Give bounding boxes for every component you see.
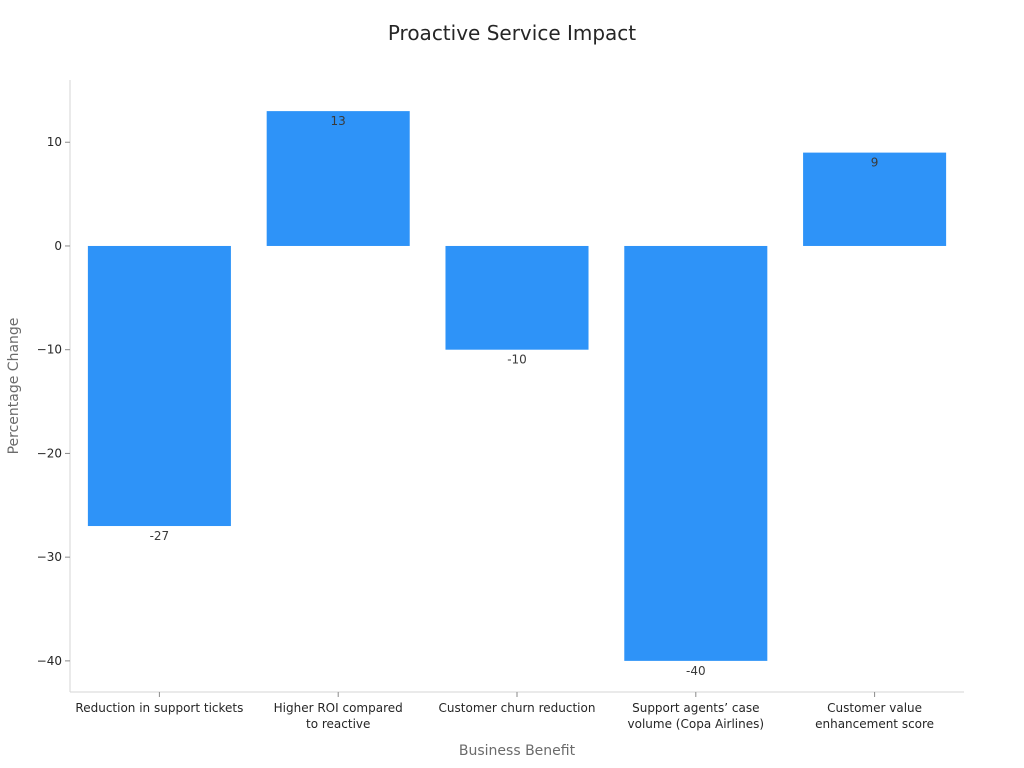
y-tick-label-6: −40 [37,654,62,668]
x-tick-label-line: to reactive [306,717,370,731]
x-tick-label-1: Reduction in support tickets [75,701,243,715]
x-tick-label-line: Higher ROI compared [274,701,403,715]
y-ticks-group: 10 0 −10 −20 −30 −40 [37,135,70,668]
y-axis-title: Percentage Change [6,318,22,455]
data-labels-group: -27 13 -10 -40 9 [150,114,879,678]
x-tick-label-3: Customer churn reduction [439,701,596,715]
bars-group [87,111,947,661]
x-tick-label-line: volume (Copa Airlines) [628,717,765,731]
data-label-4: -40 [686,664,706,678]
x-tick-label-line: Customer churn reduction [439,701,596,715]
chart-title: Proactive Service Impact [388,21,636,45]
bar-1 [87,245,231,527]
x-tick-label-4: Support agents’ case volume (Copa Airline… [628,701,765,731]
y-tick-label-4: −20 [37,446,62,460]
x-tick-label-line: Support agents’ case [632,701,759,715]
data-label-3: -10 [507,353,527,367]
x-ticks-group: Reduction in support tickets Higher ROI c… [75,692,934,731]
bar-3 [445,245,589,350]
bar-2 [266,111,410,246]
data-label-5: 9 [871,156,879,170]
data-label-1: -27 [150,529,170,543]
y-tick-label-1: 10 [47,135,62,149]
x-tick-label-line: Customer value [827,701,922,715]
bar-5 [803,152,947,246]
x-tick-label-5: Customer value enhancement score [815,701,934,731]
x-axis-title: Business Benefit [459,743,576,759]
bar-4 [624,245,768,661]
y-tick-label-2: 0 [54,239,62,253]
x-tick-label-line: Reduction in support tickets [75,701,243,715]
x-tick-label-2: Higher ROI compared to reactive [274,701,403,731]
y-tick-label-5: −30 [37,550,62,564]
x-tick-label-line: enhancement score [815,717,934,731]
data-label-2: 13 [331,114,346,128]
y-tick-label-3: −10 [37,343,62,357]
